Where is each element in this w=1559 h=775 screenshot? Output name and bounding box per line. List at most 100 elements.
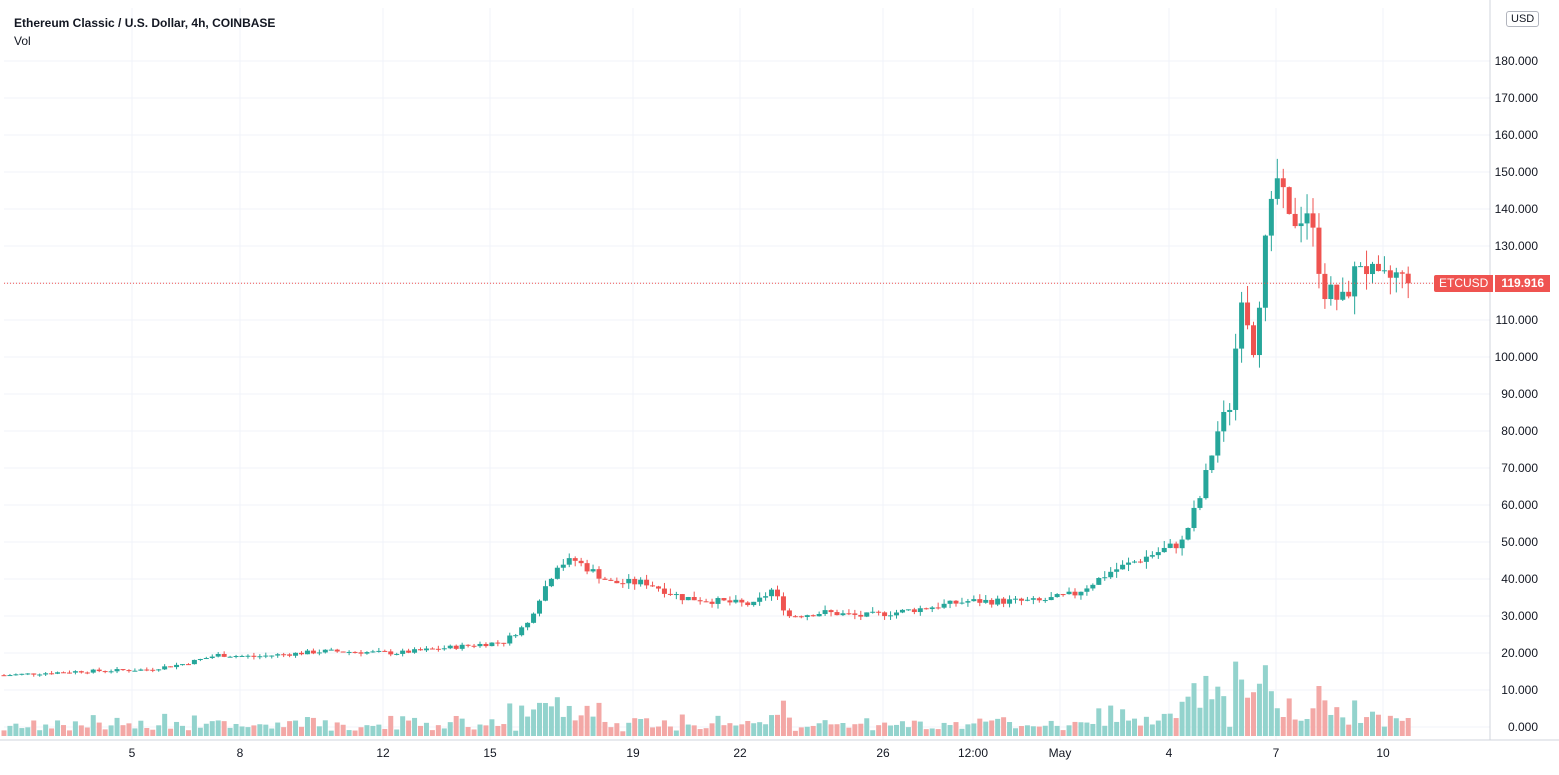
candle-body	[358, 652, 364, 654]
candle-body	[1072, 591, 1078, 596]
candle-body	[1292, 213, 1298, 227]
candle-body	[769, 589, 775, 597]
y-tick-label: 70.000	[1501, 461, 1538, 475]
candle-body	[406, 650, 412, 653]
candle-body	[626, 578, 632, 584]
volume-bar	[953, 722, 959, 736]
x-tick-label: 22	[733, 746, 747, 760]
candle-body	[489, 642, 495, 647]
volume-bar	[852, 724, 858, 736]
candle-body	[1120, 564, 1126, 570]
candle-body	[382, 650, 388, 652]
volume-bar	[542, 703, 548, 736]
candle-body	[542, 586, 548, 601]
volume-bar	[858, 723, 864, 736]
volume-bar	[66, 730, 72, 736]
candle-body	[822, 610, 828, 615]
volume-bar	[394, 729, 400, 736]
candle-body	[1405, 273, 1411, 284]
y-tick-label: 140.000	[1495, 202, 1539, 216]
candle-body	[899, 609, 905, 613]
candle-body	[1209, 455, 1215, 471]
volume-bar	[578, 715, 584, 736]
currency-button[interactable]: USD	[1506, 11, 1540, 27]
volume-bar	[1280, 717, 1286, 736]
last-price-value: 119.916	[1495, 275, 1551, 292]
volume-bar	[1298, 720, 1304, 736]
volume-bar	[1209, 699, 1215, 736]
candle-body	[1126, 562, 1132, 565]
candle-body	[191, 659, 197, 665]
volume-bar	[293, 720, 299, 736]
candle-body	[1274, 178, 1280, 199]
volume-bar	[1001, 717, 1007, 736]
volume-bar	[822, 720, 828, 736]
volume-bar	[697, 729, 703, 736]
candle-body	[667, 593, 673, 595]
symbol-label: ETCUSD	[1434, 275, 1494, 292]
volume-bar	[816, 723, 822, 736]
candle-body	[519, 627, 525, 636]
volume-bar	[911, 720, 917, 736]
candle-body	[96, 669, 102, 672]
volume-bar	[685, 724, 691, 736]
candle-body	[334, 649, 340, 652]
candle-body	[1334, 284, 1340, 300]
candle-body	[1358, 266, 1364, 268]
x-tick-label: 26	[876, 746, 890, 760]
volume-bar	[715, 715, 721, 736]
volume-bar	[1304, 719, 1310, 736]
candle-body	[316, 652, 322, 654]
volume-bar	[1024, 725, 1030, 736]
y-tick-label: 110.000	[1496, 313, 1539, 327]
candle-body	[661, 588, 667, 594]
y-tick-label: 80.000	[1501, 424, 1538, 438]
volume-bar	[1042, 725, 1048, 736]
volume-bar	[519, 705, 525, 736]
volume-bar	[828, 724, 834, 736]
volume-bar	[43, 724, 49, 736]
candle-body	[19, 673, 25, 675]
candle-body	[328, 649, 334, 651]
candle-body	[25, 673, 31, 675]
candle-body	[745, 602, 751, 606]
volume-bar	[810, 725, 816, 736]
volume-bar	[251, 725, 257, 736]
volume-bar	[1054, 725, 1060, 736]
volume-bar	[1090, 723, 1096, 736]
candle-body	[1030, 598, 1036, 600]
candle-body	[947, 600, 953, 604]
volume-bar	[233, 723, 239, 736]
volume-bar	[1096, 708, 1102, 736]
x-tick-label: 12:00	[958, 746, 988, 760]
volume-bar	[876, 725, 882, 736]
candle-body	[465, 644, 471, 646]
candle-body	[834, 612, 840, 616]
volume-bar	[965, 724, 971, 736]
candle-body	[1042, 600, 1048, 602]
candle-body	[840, 613, 846, 616]
volume-bar	[638, 719, 644, 736]
volume-bar	[1155, 720, 1161, 736]
y-tick-label: 100.000	[1495, 350, 1539, 364]
candle-body	[1316, 227, 1322, 274]
volume-bar	[786, 717, 792, 736]
volume-bar	[757, 722, 763, 736]
volume-bar	[257, 724, 263, 736]
volume-bar	[1018, 726, 1024, 736]
candle-body	[459, 644, 465, 649]
volume-bar	[489, 719, 495, 736]
candle-body	[168, 666, 174, 668]
volume-bar	[1060, 730, 1066, 736]
volume-bar	[1167, 713, 1173, 736]
volume-bar	[894, 724, 899, 736]
candle-body	[971, 599, 977, 602]
volume-bar	[1245, 697, 1251, 736]
candle-body	[608, 579, 614, 581]
y-tick-label: 10.000	[1501, 683, 1538, 697]
candle-body	[1114, 569, 1120, 572]
candle-body	[376, 650, 382, 652]
candle-body	[870, 611, 876, 613]
